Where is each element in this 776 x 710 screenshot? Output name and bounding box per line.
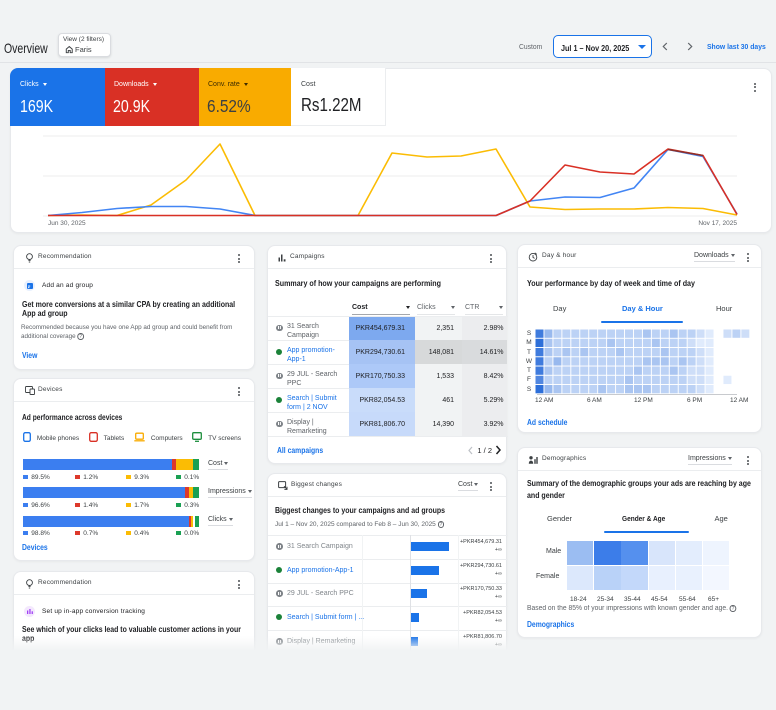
svg-text:Jun 30, 2025: Jun 30, 2025 [48,220,86,227]
svg-text:Nov 17, 2025: Nov 17, 2025 [698,220,737,227]
